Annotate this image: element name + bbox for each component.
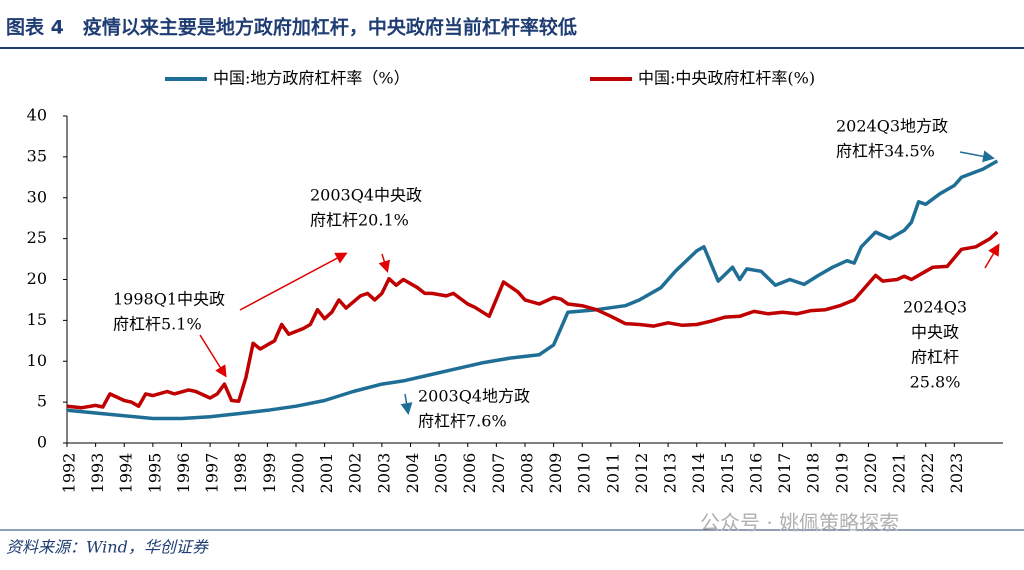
x-tick-label: 2008 (517, 453, 536, 494)
annotation: 2003Q4地方政 (418, 387, 530, 406)
chart-title: 图表 4 疫情以来主要是地方政府加杠杆，中央政府当前杠杆率较低 (6, 16, 577, 39)
annotation: 2003Q4中央政 (310, 186, 422, 205)
x-tick-label: 2000 (288, 453, 307, 494)
annotation: 25.8% (910, 373, 961, 392)
y-tick-label: 20 (27, 269, 47, 288)
annotation: 府杠杆7.6% (418, 412, 507, 431)
legend-label: 中国:中央政府杠杆率(%) (638, 69, 815, 88)
legend-label: 中国:地方政府杠杆率（%） (213, 69, 410, 88)
x-tick-label: 2011 (603, 453, 622, 494)
x-tick-label: 2001 (317, 453, 336, 494)
watermark: 公众号 · 姚佩策略探索 (700, 511, 899, 535)
annotation: 2024Q3 (903, 298, 967, 317)
arrow (199, 334, 227, 378)
x-tick-label: 2023 (947, 453, 966, 494)
series-line (66, 159, 999, 421)
annotation: 府杠杆5.1% (113, 315, 202, 334)
x-tick-label: 1994 (117, 453, 136, 494)
x-tick-label: 2002 (346, 453, 365, 494)
x-tick-label: 2007 (489, 453, 508, 494)
x-tick-label: 2013 (661, 453, 680, 494)
x-tick-label: 2016 (746, 453, 765, 494)
x-tick-label: 2018 (804, 453, 823, 494)
arrow (378, 253, 391, 273)
annotation: 2024Q3地方政 (836, 117, 948, 136)
x-tick-label: 1995 (145, 453, 164, 494)
x-tick-label: 2005 (432, 453, 451, 494)
annotation: 1998Q1中央政 (113, 290, 225, 309)
x-tick-label: 1998 (231, 453, 250, 494)
x-tick-label: 2003 (374, 453, 393, 494)
arrow (984, 243, 1000, 269)
x-tick-label: 2020 (861, 453, 880, 494)
x-tick-label: 1992 (60, 453, 79, 494)
y-tick-label: 5 (37, 392, 47, 411)
x-tick-label: 2006 (460, 453, 479, 494)
series-line (66, 230, 999, 410)
annotation: 府杠杆20.1% (310, 211, 409, 230)
annotation: 中央政 (911, 323, 959, 342)
arrow (400, 393, 413, 415)
x-tick-label: 2015 (718, 453, 737, 494)
annotation: 府杠杆 (911, 348, 959, 367)
source: 资料来源：Wind，华创证券 (6, 538, 210, 557)
y-tick-label: 30 (27, 187, 47, 206)
x-tick-label: 1999 (260, 453, 279, 494)
x-tick-label: 2014 (689, 453, 708, 494)
y-tick-label: 10 (27, 351, 47, 370)
x-tick-label: 1993 (88, 453, 107, 494)
y-tick-label: 15 (27, 310, 47, 329)
x-tick-label: 2017 (775, 453, 794, 494)
y-tick-label: 25 (27, 228, 47, 247)
x-tick-label: 2019 (832, 453, 851, 494)
x-tick-label: 1997 (203, 453, 222, 494)
arrow (239, 252, 348, 311)
x-tick-label: 2009 (546, 453, 565, 494)
x-tick-label: 2021 (890, 453, 909, 494)
x-tick-label: 2012 (632, 453, 651, 494)
annotation: 府杠杆34.5% (836, 142, 935, 161)
x-tick-label: 1996 (174, 453, 193, 494)
x-tick-label: 2004 (403, 453, 422, 494)
x-tick-label: 2010 (575, 453, 594, 494)
y-tick-label: 0 (37, 433, 47, 452)
y-tick-label: 35 (27, 146, 47, 165)
arrow (959, 150, 995, 163)
y-tick-label: 40 (27, 106, 47, 125)
x-tick-label: 2022 (918, 453, 937, 494)
